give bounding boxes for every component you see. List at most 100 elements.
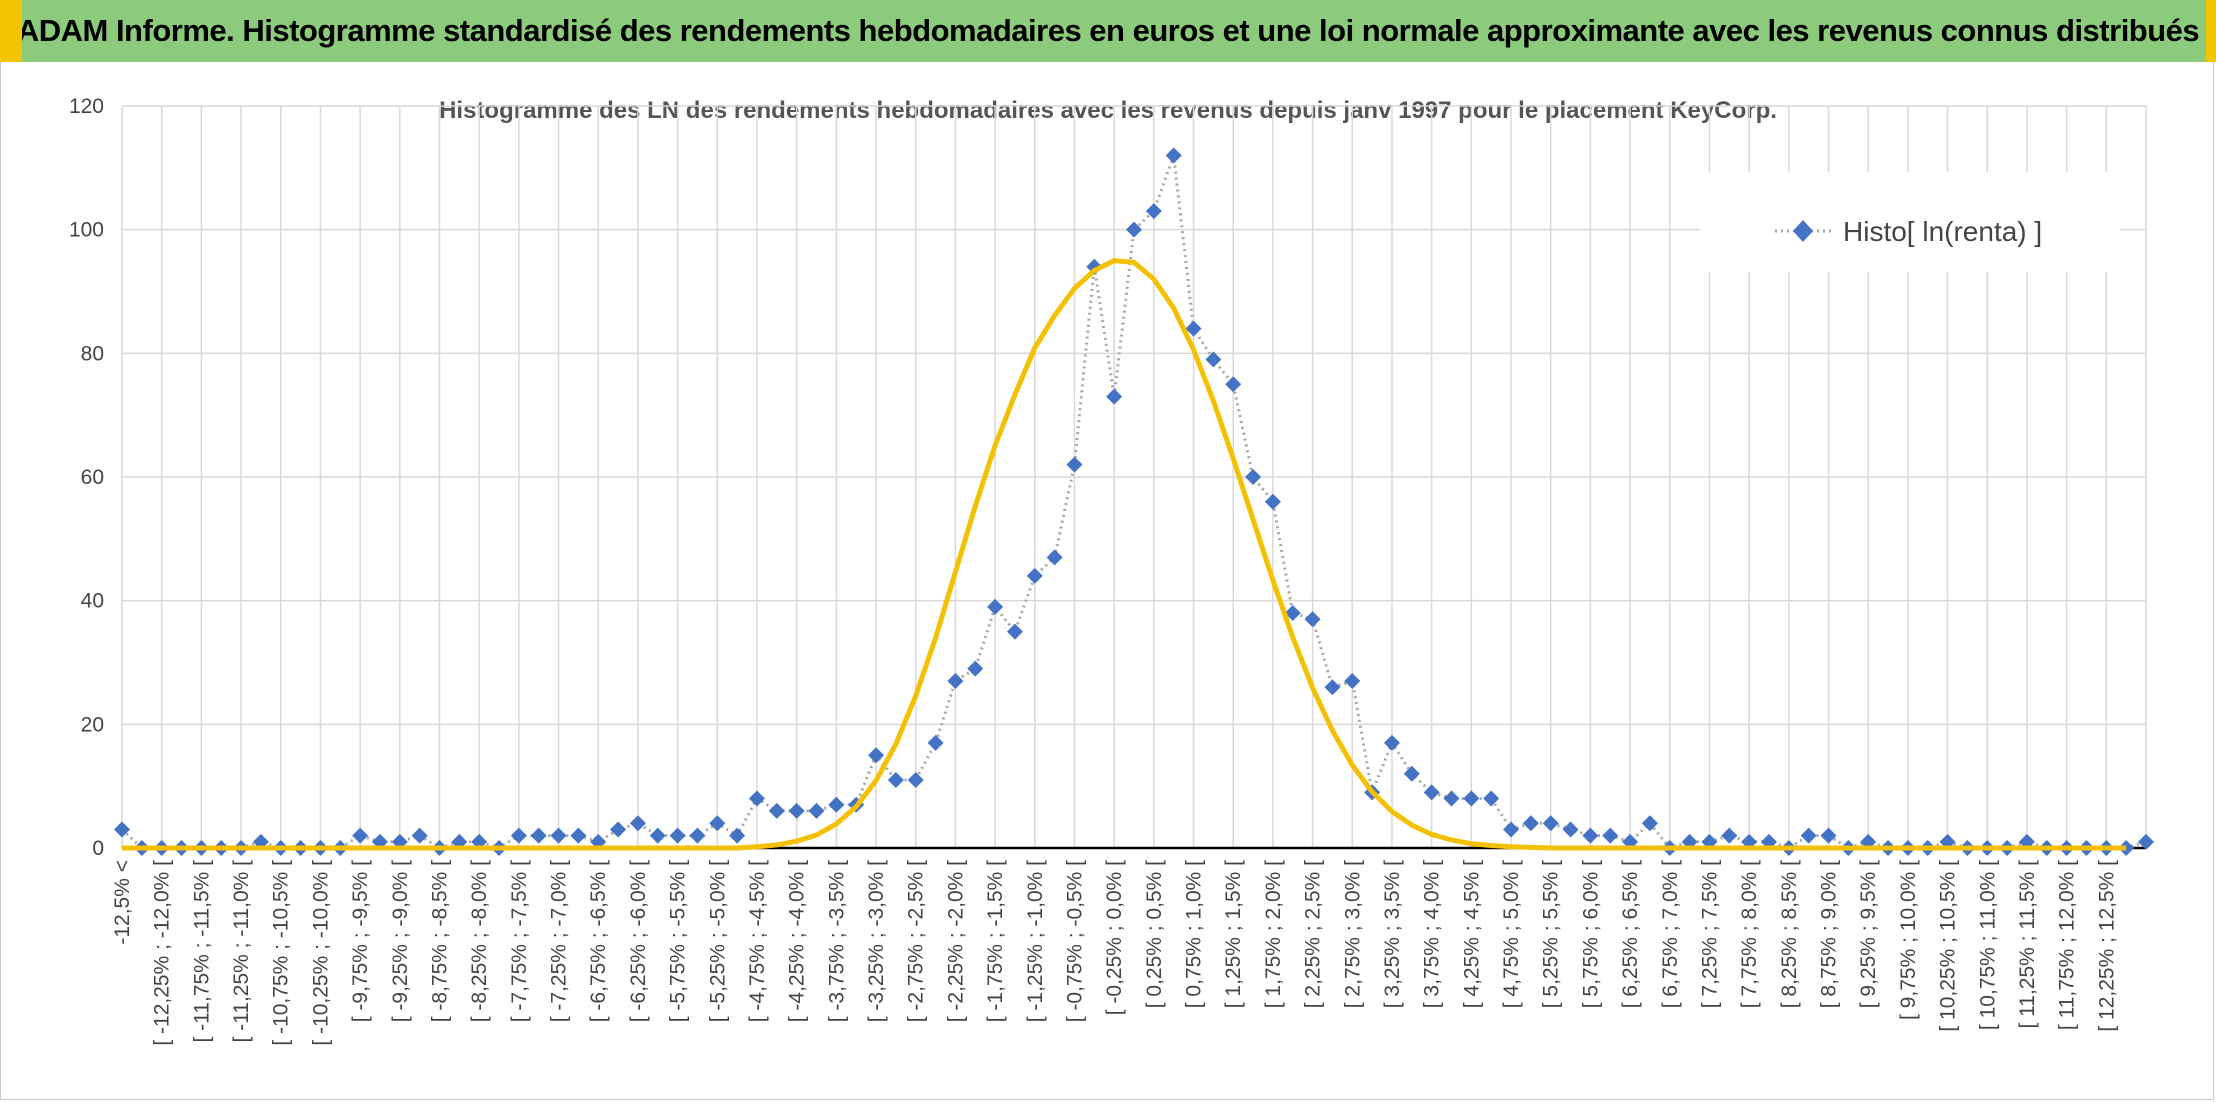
- x-tick-label: [ -4,75% ; -4,5% [: [746, 860, 769, 1022]
- x-tick-label: [ 1,75% ; 2,0% [: [1262, 860, 1285, 1008]
- x-tick-label: [ 3,75% ; 4,0% [: [1421, 860, 1444, 1008]
- banner-accent-right: [2206, 0, 2216, 62]
- chart: Histogramme des LN des rendements hebdom…: [69, 95, 2154, 1046]
- histogram-point: [550, 827, 567, 844]
- histogram-point: [510, 827, 527, 844]
- histogram-point: [649, 827, 666, 844]
- histogram-point: [1245, 469, 1262, 485]
- histogram-point: [729, 827, 746, 844]
- x-tick-label: [ -5,75% ; -5,5% [: [667, 860, 690, 1022]
- report-banner: ADAM Informe. Histogramme standardisé de…: [0, 0, 2216, 62]
- histogram-point: [1284, 605, 1301, 622]
- histogram-point: [868, 747, 885, 764]
- histogram-point: [1443, 790, 1460, 807]
- x-tick-label: [ -5,25% ; -5,0% [: [706, 860, 729, 1022]
- x-tick-label: [ -11,75% ; -11,5% [: [190, 860, 213, 1043]
- histogram-point: [352, 827, 369, 844]
- histogram-series: [114, 147, 2154, 856]
- x-tick-label: [ -10,25% ; -10,0% [: [309, 860, 332, 1046]
- histogram-point: [1106, 388, 1123, 405]
- histogram-point: [907, 771, 924, 788]
- x-tick-label: [ -8,75% ; -8,5% [: [428, 860, 451, 1022]
- banner-accent-left: [0, 0, 22, 62]
- histogram-point: [1483, 790, 1500, 807]
- histogram-point: [570, 827, 587, 844]
- x-tick-label: [ -9,25% ; -9,0% [: [389, 860, 412, 1022]
- histogram-point: [411, 827, 428, 844]
- histogram-point: [987, 598, 1004, 615]
- x-tick-label: [ -0,75% ; -0,5% [: [1063, 860, 1086, 1022]
- histogram-point: [629, 815, 646, 832]
- histogram-point: [1522, 815, 1539, 832]
- histogram-point: [947, 673, 964, 690]
- x-tick-label: [ -4,25% ; -4,0% [: [786, 860, 809, 1022]
- x-tick-label: [ 4,25% ; 4,5% [: [1460, 860, 1483, 1008]
- x-tick-label: [ -7,25% ; -7,0% [: [548, 860, 571, 1022]
- x-tick-label: [ 3,25% ; 3,5% [: [1381, 860, 1404, 1008]
- histogram-point: [927, 734, 944, 751]
- histogram-point: [689, 827, 706, 844]
- y-tick-label: 0: [92, 837, 104, 860]
- histogram-point: [1463, 790, 1480, 807]
- histogram-point: [967, 660, 984, 677]
- x-tick-label: [ 11,75% ; 12,0% [: [2056, 860, 2079, 1030]
- x-tick-label: [ 2,25% ; 2,5% [: [1302, 860, 1325, 1008]
- normal-curve-series: [122, 258, 2127, 851]
- histogram-point: [1066, 456, 1083, 473]
- legend-marker: [1793, 220, 1813, 242]
- histogram-point: [1602, 827, 1619, 844]
- x-tick-label: [ 5,75% ; 6,0% [: [1579, 860, 1602, 1008]
- x-tick-label: -12,5% <: [111, 860, 134, 945]
- x-tick-label: [ -8,25% ; -8,0% [: [468, 860, 491, 1022]
- histogram-point: [768, 802, 785, 819]
- histogram-point: [1046, 549, 1063, 566]
- histogram-point: [1185, 320, 1202, 337]
- y-tick-label: 100: [69, 219, 104, 242]
- x-tick-label: [ -0,25% ; 0,0% [: [1103, 860, 1126, 1015]
- histogram-point: [1542, 815, 1559, 832]
- legend-box: [1700, 172, 2120, 272]
- histogram-point: [1641, 815, 1658, 832]
- x-tick-label: [ 6,75% ; 7,0% [: [1659, 860, 1682, 1008]
- histogram-point: [887, 771, 904, 788]
- histogram-point: [808, 802, 825, 819]
- gridlines: [121, 105, 2147, 848]
- x-tick-label: [ 0,25% ; 0,5% [: [1143, 860, 1166, 1008]
- x-tick-label: [ -1,25% ; -1,0% [: [1024, 860, 1047, 1022]
- y-tick-label: 60: [81, 466, 104, 489]
- y-axis: 0 20 40 60 80 100 120: [69, 95, 104, 860]
- x-tick-label: [ -3,75% ; -3,5% [: [825, 860, 848, 1022]
- histogram-point: [1800, 827, 1817, 844]
- histogram-point: [1582, 827, 1599, 844]
- y-tick-label: 40: [81, 590, 104, 613]
- histogram-point: [1264, 493, 1281, 510]
- x-tick-label: [ -6,75% ; -6,5% [: [587, 860, 610, 1022]
- x-tick-label: [ -9,75% ; -9,5% [: [349, 860, 372, 1022]
- x-tick-label: [ 6,25% ; 6,5% [: [1619, 860, 1642, 1008]
- histogram-point: [788, 802, 805, 819]
- histogram-point: [1403, 765, 1420, 782]
- histogram-point: [1562, 821, 1579, 838]
- histogram-point: [709, 815, 726, 832]
- histogram-point: [1145, 203, 1162, 220]
- histogram-point: [1721, 827, 1738, 844]
- histogram-point: [1126, 221, 1142, 238]
- report-title: ADAM Informe. Histogramme standardisé de…: [16, 13, 2200, 48]
- histogram-point: [828, 796, 845, 813]
- x-tick-label: [ 0,75% ; 1,0% [: [1183, 860, 1206, 1008]
- histogram-point: [530, 827, 547, 844]
- x-tick-label: [ 10,25% ; 10,5% [: [1937, 860, 1960, 1032]
- y-tick-label: 120: [69, 95, 104, 118]
- normal-curve-line: [122, 258, 2127, 851]
- histogram-point: [1006, 623, 1023, 640]
- x-tick-label: [ 8,25% ; 8,5% [: [1778, 860, 1801, 1008]
- x-tick-label: [ 11,25% ; 11,5% [: [2016, 860, 2039, 1029]
- histogram-point: [1820, 827, 1837, 844]
- x-tick-label: [ 1,25% ; 1,5% [: [1222, 860, 1245, 1008]
- histogram-point: [1225, 376, 1242, 393]
- x-tick-label: [ 10,75% ; 11,0% [: [1976, 860, 1999, 1030]
- y-tick-label: 20: [81, 713, 104, 736]
- x-axis: -12,5% < [ -12,25% ; -12,0% [[ -11,75% ; …: [111, 846, 2146, 1046]
- histogram-point: [2138, 833, 2154, 850]
- y-tick-label: 80: [81, 342, 104, 365]
